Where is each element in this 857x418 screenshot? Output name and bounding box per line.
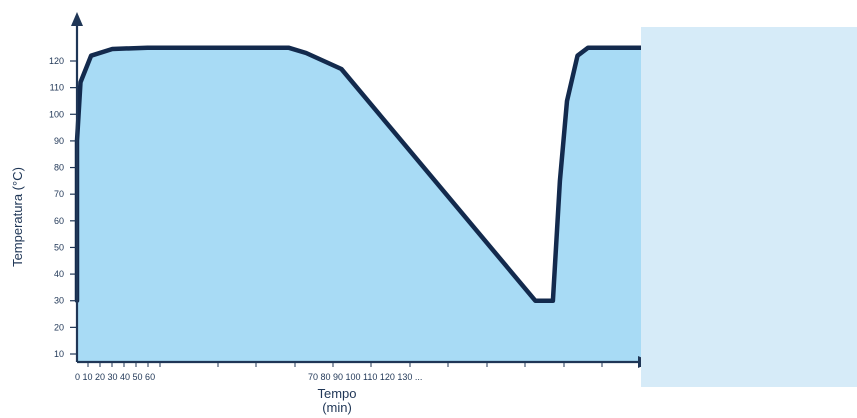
- x-axis-unit-label: (min): [322, 400, 352, 415]
- x-tick-labels-left: 0 10 20 30 40 50 60: [75, 372, 155, 382]
- area-layer: [74, 45, 644, 362]
- ticks-layer: 10 20 30 40 50 60 70 80 90 100 110 120: [49, 56, 642, 367]
- y-tick-label: 70: [54, 189, 64, 199]
- temperature-area-fill: [77, 47, 641, 362]
- y-tick-label: 80: [54, 163, 64, 173]
- y-tick-label: 50: [54, 242, 64, 252]
- y-tick-label: 120: [49, 56, 64, 66]
- y-axis-arrow-icon: [71, 12, 83, 26]
- y-tick-label: 60: [54, 216, 64, 226]
- x-tick-labels-right: 70 80 90 100 110 120 130 ...: [308, 372, 422, 382]
- y-axis-label: Temperatura (°C): [10, 167, 25, 267]
- y-tick-label: 100: [49, 109, 64, 119]
- y-tick-label: 110: [50, 83, 64, 93]
- y-tick-label: 40: [54, 269, 64, 279]
- overlay-panel: [641, 27, 857, 387]
- y-tick-label: 10: [54, 349, 64, 359]
- temperature-line: [74, 45, 644, 303]
- y-tick-label: 90: [54, 136, 64, 146]
- y-tick-label: 30: [54, 296, 64, 306]
- x-axis-label: Tempo: [317, 386, 356, 401]
- y-tick-label: 20: [54, 322, 64, 332]
